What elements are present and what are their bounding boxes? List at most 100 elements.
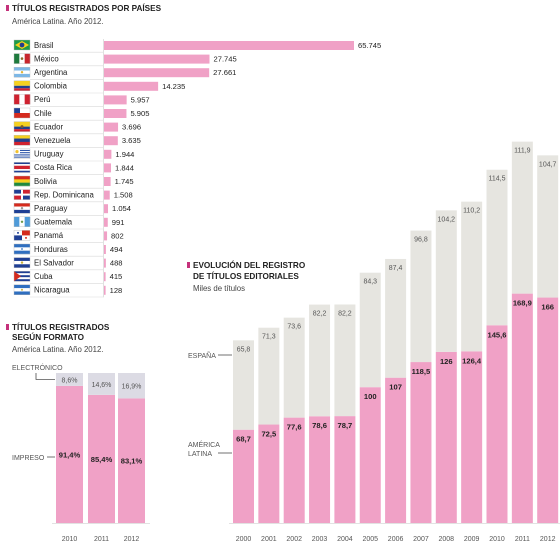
america-latina-value-label: 68,7 <box>236 435 251 444</box>
america-latina-bar <box>334 416 356 523</box>
flag-stripe <box>14 85 30 89</box>
espana-bar <box>435 210 457 352</box>
flag-border <box>13 216 31 228</box>
flag-stripe <box>14 148 30 151</box>
country-label: Venezuela <box>34 136 71 145</box>
america-latina-value-label: 118,5 <box>412 367 431 376</box>
country-value-label: 5.905 <box>130 109 149 118</box>
impreso-value-label: 91,4% <box>59 450 81 459</box>
countries-chart-title: TÍTULOS REGISTRADOS POR PAÍSES <box>12 3 162 13</box>
peru-flag-icon <box>13 94 31 105</box>
flag-border <box>13 202 31 214</box>
flag-stripe <box>24 94 31 105</box>
flag-quarter <box>14 189 21 194</box>
flag-emblem <box>20 261 24 264</box>
year-tick-label: 2011 <box>94 536 109 543</box>
flag-stripe <box>14 162 30 165</box>
flag-stripe <box>14 277 30 280</box>
flag-stripe <box>14 176 30 180</box>
year-tick-label: 2011 <box>515 536 530 543</box>
year-tick-label: 2000 <box>236 536 252 543</box>
flag-emblem <box>20 220 24 223</box>
evolution-chart-subtitle: Miles de títulos <box>193 284 245 293</box>
country-label: México <box>34 54 59 63</box>
flag-stripe <box>14 273 30 276</box>
flag-stripe <box>14 121 30 127</box>
espana-value-label: 82,2 <box>338 310 352 317</box>
flag-stripe <box>14 138 30 143</box>
espana-bar <box>233 340 254 430</box>
flag-border <box>13 39 31 51</box>
flag-stripe <box>14 156 30 158</box>
espana-value-label: 73,6 <box>287 324 301 331</box>
flag-border <box>13 66 31 78</box>
country-bar <box>104 285 106 295</box>
country-bar <box>104 272 106 282</box>
espana-bar <box>385 258 407 378</box>
flag-stripe <box>14 88 30 91</box>
flag-stripe <box>14 291 30 295</box>
espana-bar <box>258 327 280 425</box>
country-bar <box>104 68 210 78</box>
espana-value-label: 71,3 <box>262 334 276 341</box>
america-latina-bar <box>461 351 483 523</box>
espana-value-label: 87,4 <box>389 265 403 272</box>
country-row: Rep. Dominicana 1.508 <box>13 189 133 203</box>
flag-border <box>13 284 31 295</box>
flag-seal <box>20 207 24 210</box>
legend-impreso-label: IMPRESO <box>12 455 45 462</box>
year-tick-label: 2004 <box>337 536 353 543</box>
flag-border <box>13 148 31 160</box>
country-row: Cuba 415 <box>13 271 122 284</box>
uruguay-flag-icon <box>13 148 31 160</box>
venezuela-flag-icon <box>13 134 31 146</box>
year-tick-label: 2005 <box>362 536 378 543</box>
espana-bar <box>537 155 559 298</box>
flag-border <box>13 94 31 105</box>
flag-emblem <box>20 125 24 129</box>
impreso-value-label: 83,1% <box>121 457 143 466</box>
cuba-flag-icon <box>13 271 31 282</box>
country-bar <box>104 177 111 186</box>
flag-field <box>14 189 30 200</box>
country-value-label: 1.054 <box>112 204 131 213</box>
country-row: Colombia 14.235 <box>13 80 185 94</box>
flag-sun <box>15 150 19 154</box>
country-bar <box>104 136 118 146</box>
country-value-label: 27.745 <box>214 55 237 64</box>
bolivia-flag-icon <box>13 175 31 187</box>
impreso-bar <box>56 385 83 523</box>
format-stacked-chart: 8,6% 91,4% 2010 14,6% 85,4% 2011 16,9% 83,1% 201… <box>12 363 150 543</box>
ecuador-flag-icon <box>13 121 31 132</box>
espana-bar <box>359 272 381 388</box>
country-bar <box>104 190 110 200</box>
flag-stripe <box>14 279 30 282</box>
america-latina-bar <box>233 429 254 523</box>
america-latina-value-label: 145,6 <box>487 330 506 339</box>
year-tick-label: 2010 <box>489 536 505 543</box>
flag-border <box>13 230 31 241</box>
year-tick-label: 2009 <box>464 536 480 543</box>
year-tick-label: 2001 <box>261 536 277 543</box>
country-bar <box>104 149 112 159</box>
flag-stripe <box>14 264 30 268</box>
espana-bar <box>461 201 483 352</box>
flag-border <box>13 121 31 132</box>
flag-border <box>13 107 31 119</box>
espana-value-label: 84,3 <box>363 279 377 286</box>
america-latina-value-label: 100 <box>364 392 377 401</box>
guatemala-flag-icon <box>13 216 31 228</box>
flag-star <box>21 248 23 250</box>
country-label: Uruguay <box>34 150 64 159</box>
year-tick-label: 2002 <box>286 536 302 543</box>
flag-star <box>17 231 19 234</box>
country-bar <box>104 54 210 64</box>
impreso-bar <box>118 398 145 523</box>
country-bar <box>104 163 112 173</box>
espana-value-label: 104,7 <box>539 161 557 168</box>
country-label: Paraguay <box>34 204 67 213</box>
country-row: Guatemala 991 <box>13 216 124 230</box>
country-label: Guatemala <box>34 218 73 227</box>
flag-border <box>13 189 31 200</box>
